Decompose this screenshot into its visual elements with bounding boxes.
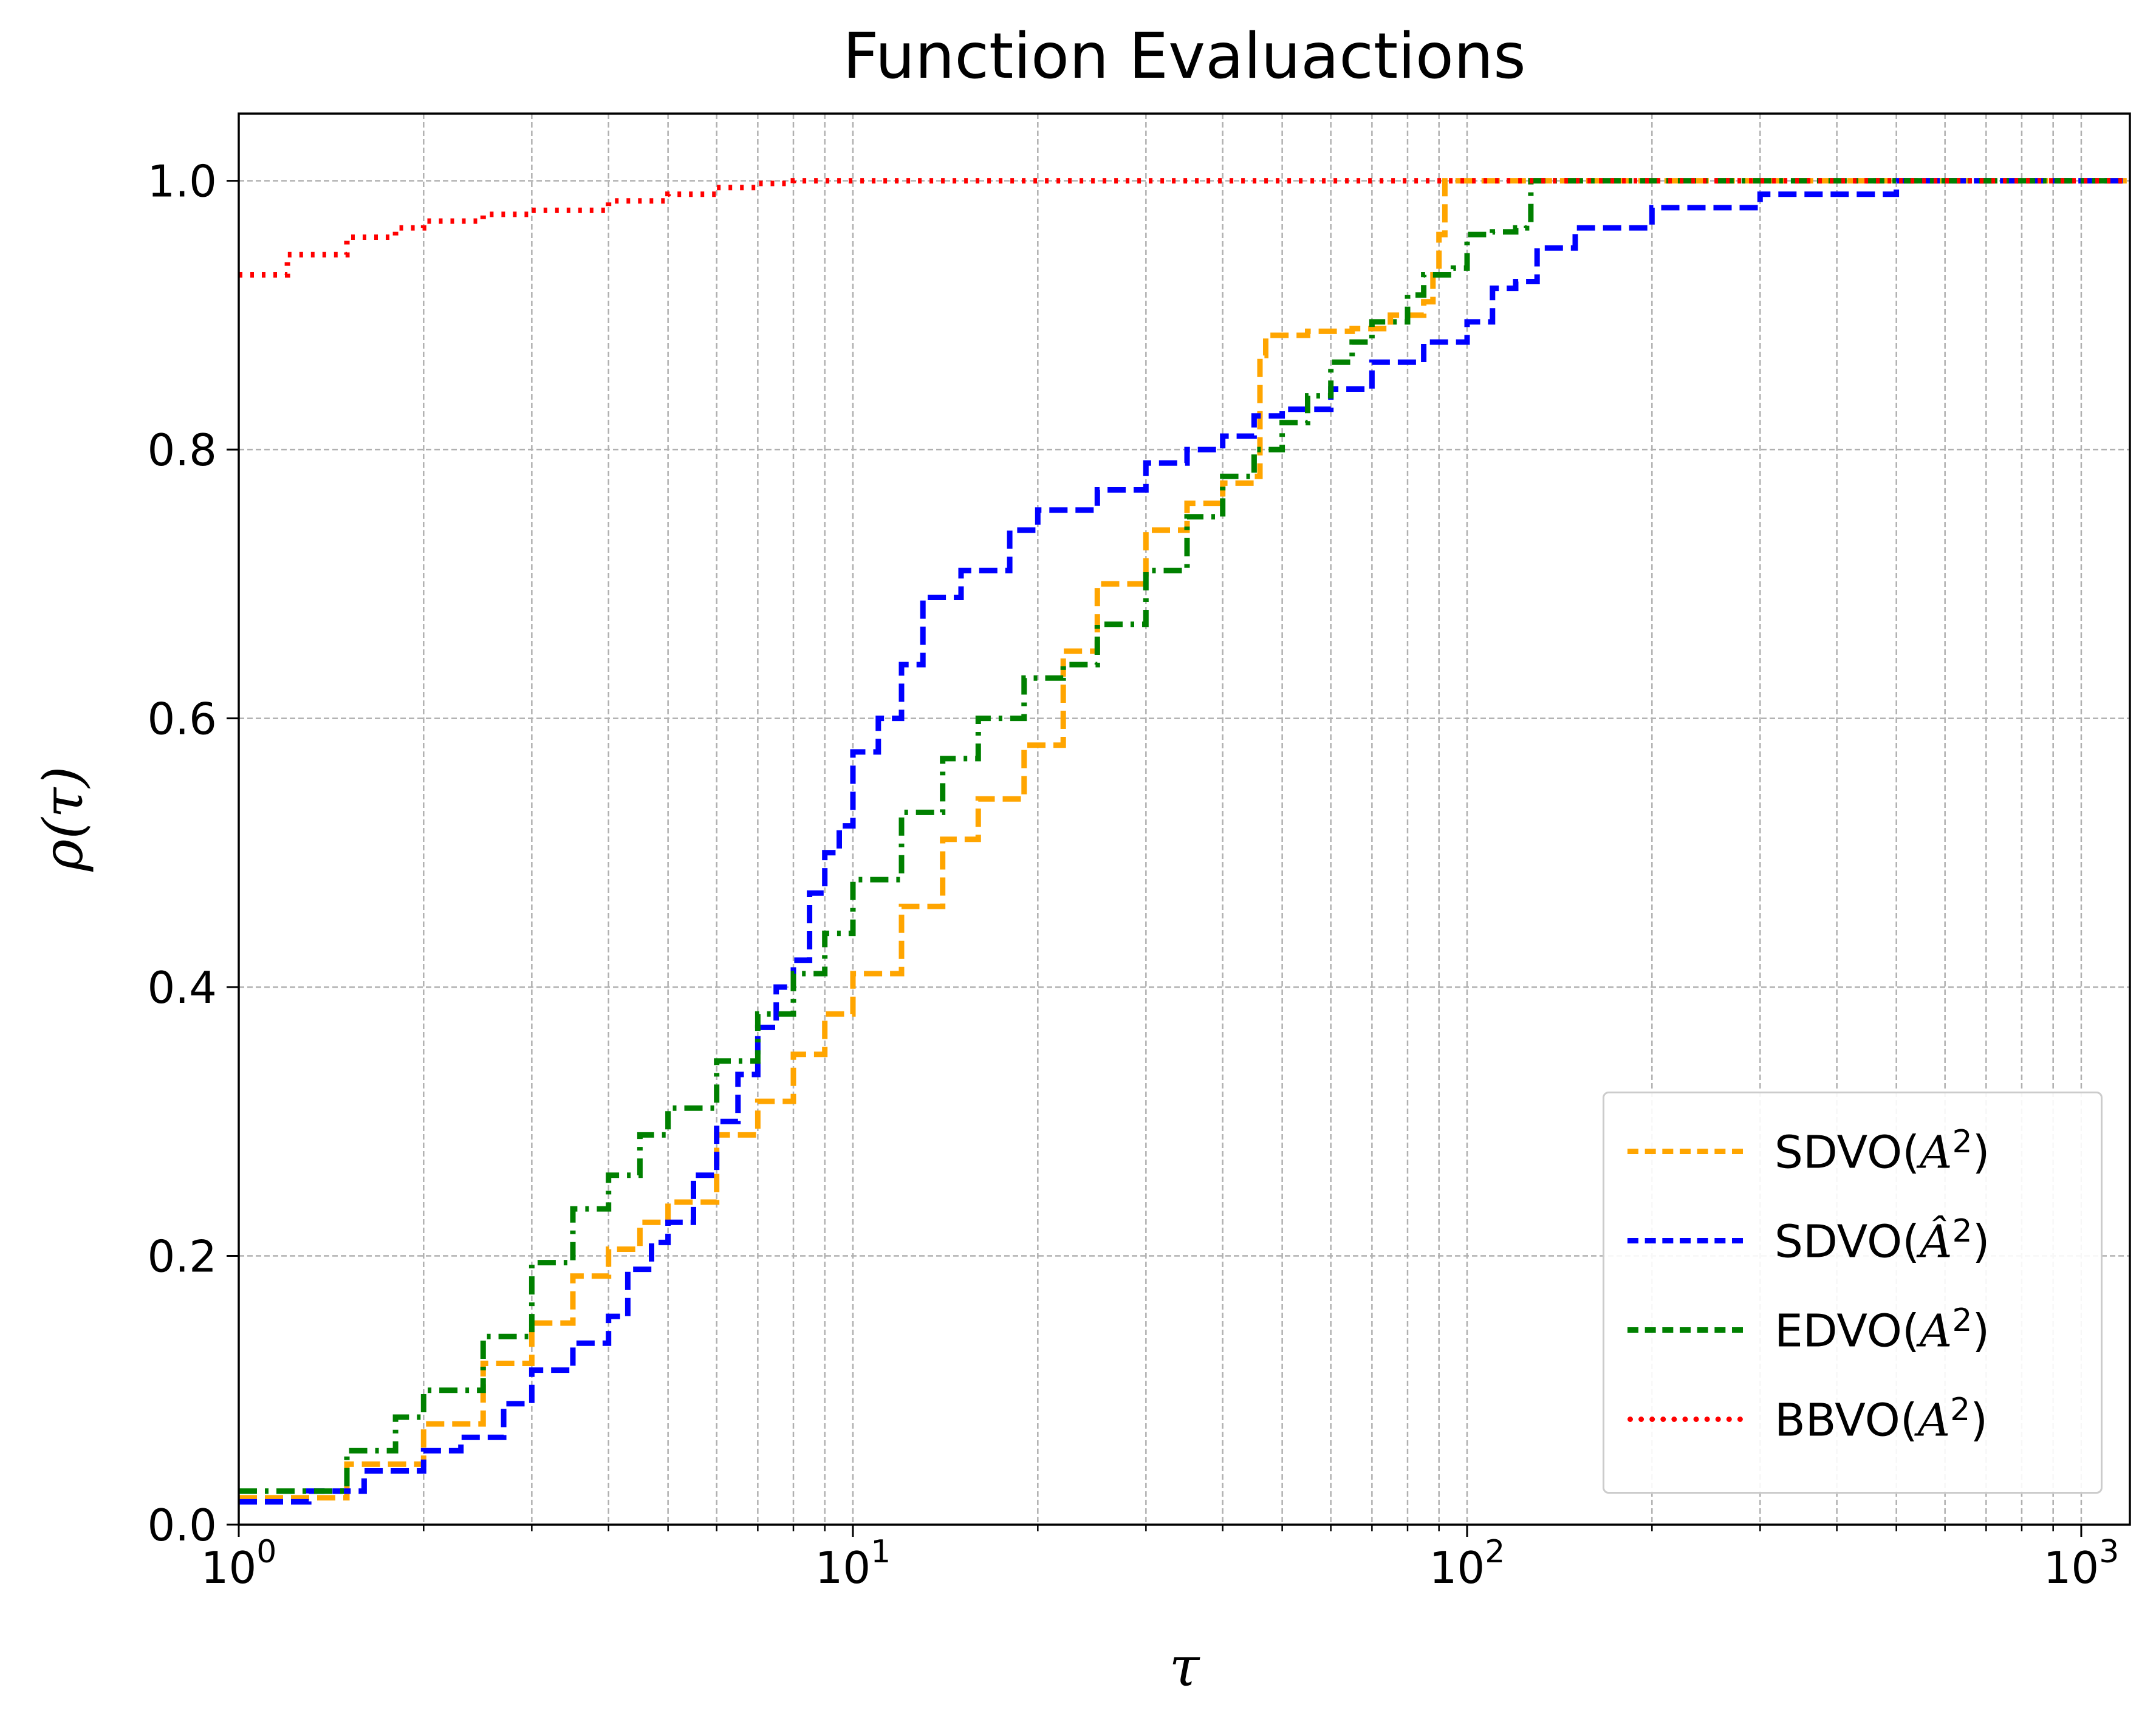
series-line-3 [239,178,2130,1494]
legend-label: BBVO(A2) [1774,1391,1988,1447]
legend-item: SDVO(Â2) [1627,1204,1990,1277]
x-tick-exponent: 3 [2099,1534,2119,1570]
legend-item: EDVO(A2) [1627,1293,1990,1366]
y-tick-label: 0.0 [147,1500,217,1551]
x-tick-exponent: 0 [256,1534,276,1570]
x-tick-label: 101 [815,1534,891,1593]
legend-item: BBVO(A2) [1627,1383,1988,1455]
legend-label: SDVO(Â2) [1774,1212,1990,1268]
series-line-2 [239,178,2130,1505]
legend-swatch [1627,1327,1743,1333]
chart-title: Function Evaluactions [843,20,1526,93]
legend: SDVO(A2) SDVO(Â2) EDVO(A2) BBVO(A2) [1603,1092,2103,1494]
series-line-1 [239,178,2130,1501]
y-tick-label: 0.6 [147,694,217,745]
y-tick-label: 0.2 [147,1231,217,1282]
legend-label: SDVO(A2) [1774,1123,1990,1179]
series-line-4 [239,178,2130,278]
x-tick-exponent: 1 [871,1534,891,1570]
series-layer [239,178,2130,1505]
y-tick-label: 1.0 [147,156,217,207]
y-axis-label: ρ(τ) [32,767,95,872]
legend-label: EDVO(A2) [1774,1302,1990,1358]
y-tick-label: 0.4 [147,962,217,1013]
legend-swatch [1627,1148,1743,1154]
x-axis-label: τ [1169,1635,1200,1699]
legend-swatch [1627,1237,1743,1243]
legend-swatch [1627,1416,1743,1422]
legend-item: SDVO(A2) [1627,1115,1990,1188]
plot-frame [238,112,2131,1526]
y-tick-label: 0.8 [147,425,217,476]
x-tick-exponent: 2 [1485,1534,1505,1570]
